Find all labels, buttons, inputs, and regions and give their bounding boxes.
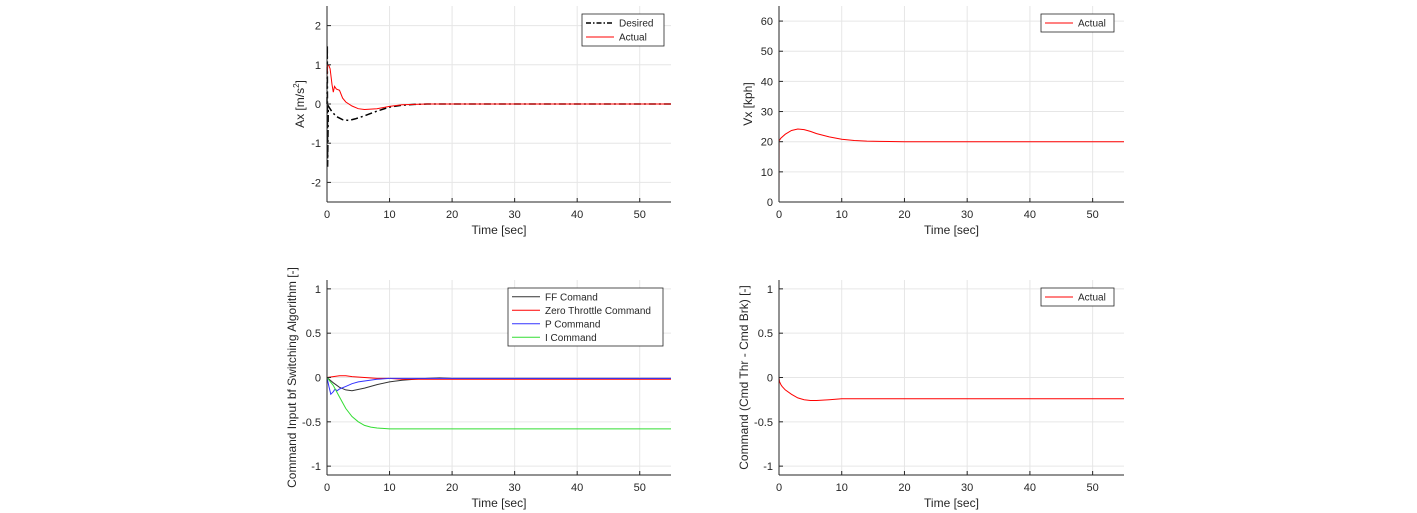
legend: FF Comand Zero Throttle Command P Command I… (507, 287, 664, 347)
legend-label: FF Comand (545, 292, 598, 303)
y-tick-label: 0 (767, 373, 773, 385)
legend-box (507, 287, 664, 347)
y-tick-label: 0 (315, 99, 321, 111)
x-tick-label: 30 (961, 209, 973, 221)
legend: Actual (1040, 13, 1115, 33)
legend-label: Zero Throttle Command (545, 306, 651, 317)
y-tick-label: 1 (767, 284, 773, 296)
x-axis-label: Time [sec] (472, 223, 527, 237)
legend-label: Desired (619, 19, 653, 30)
legend-label: I Command (545, 333, 597, 344)
x-tick-label: 20 (446, 482, 458, 494)
y-tick-label: 60 (761, 16, 773, 28)
y-tick-label: 1 (315, 60, 321, 72)
x-tick-label: 50 (634, 209, 646, 221)
legend-label: Actual (619, 33, 647, 44)
x-tick-label: 10 (383, 209, 395, 221)
y-tick-label: 40 (761, 76, 773, 88)
legend-label: P Command (545, 319, 600, 330)
x-tick-label: 30 (961, 482, 973, 494)
x-axis-label: Time [sec] (924, 223, 979, 237)
legend: Desired Actual (581, 13, 665, 47)
series-line-actual (326, 63, 671, 111)
y-tick-label: -2 (311, 177, 321, 189)
x-tick-label: 50 (1087, 482, 1099, 494)
y-tick-label: -1 (311, 461, 321, 473)
plot-area (779, 6, 1124, 202)
x-tick-label: 0 (324, 209, 330, 221)
y-tick-label: 0 (767, 197, 773, 209)
y-tick-label: 2 (315, 21, 321, 33)
series-line-p-command (326, 377, 671, 396)
x-tick-label: 40 (1024, 482, 1036, 494)
x-tick-label: 0 (776, 209, 782, 221)
x-tick-label: 20 (446, 209, 458, 221)
series-line-actual (778, 128, 1124, 203)
y-axis-label: Vx [kph] (741, 82, 755, 125)
legend: Actual (1040, 287, 1115, 307)
y-tick-label: -1 (311, 138, 321, 150)
y-tick-label: 0.5 (306, 328, 321, 340)
y-axis-label: Command Input bf Switching Algorithm [-] (285, 267, 299, 488)
y-tick-label: -0.5 (302, 417, 321, 429)
chart-1: 0 10 20 30 40 50 -2 -1 0 1 2 Time [sec] Ax [m/s2] Des… (292, 6, 671, 237)
x-tick-label: 0 (324, 482, 330, 494)
x-tick-label: 50 (634, 482, 646, 494)
x-tick-label: 0 (776, 482, 782, 494)
series-line-zero-throttle-command (326, 375, 671, 380)
y-axis-label: Ax [m/s2] (292, 80, 307, 128)
y-tick-label: 50 (761, 46, 773, 58)
y-tick-label: 1 (315, 284, 321, 296)
y-axis-label: Command (Cmd Thr - Cmd Brk) [-] (737, 285, 751, 469)
x-tick-label: 40 (571, 209, 583, 221)
series-line-i-command (326, 377, 671, 430)
legend-box (581, 13, 665, 47)
y-tick-label: 0 (315, 373, 321, 385)
x-tick-label: 20 (898, 482, 910, 494)
series-line-actual (778, 377, 1124, 401)
chart-2: 0 10 20 30 40 50 0 10 20 30 40 50 60 Time [sec] Vx [kp… (741, 6, 1124, 237)
legend-box (1040, 13, 1115, 33)
legend-label: Actual (1078, 19, 1106, 30)
x-tick-label: 20 (898, 209, 910, 221)
y-tick-label: -1 (763, 461, 773, 473)
x-axis-label: Time [sec] (924, 496, 979, 510)
y-tick-label: 0.5 (758, 328, 773, 340)
chart-4: 0 10 20 30 40 50 -1 -0.5 0 0.5 1 Time [sec] Command … (737, 280, 1124, 510)
x-tick-label: 30 (509, 209, 521, 221)
x-tick-label: 10 (383, 482, 395, 494)
x-tick-label: 50 (1087, 209, 1099, 221)
y-tick-label: 30 (761, 107, 773, 119)
y-tick-label: -0.5 (754, 417, 773, 429)
chart-3: 0 10 20 30 40 50 -1 -0.5 0 0.5 1 Time [sec] Command … (285, 267, 671, 510)
x-tick-label: 10 (836, 482, 848, 494)
y-tick-label: 10 (761, 167, 773, 179)
legend-box (1040, 287, 1115, 307)
x-tick-label: 40 (1024, 209, 1036, 221)
x-tick-label: 30 (509, 482, 521, 494)
x-axis-label: Time [sec] (472, 496, 527, 510)
x-tick-label: 40 (571, 482, 583, 494)
x-tick-label: 10 (836, 209, 848, 221)
legend-label: Actual (1078, 293, 1106, 304)
y-tick-label: 20 (761, 137, 773, 149)
